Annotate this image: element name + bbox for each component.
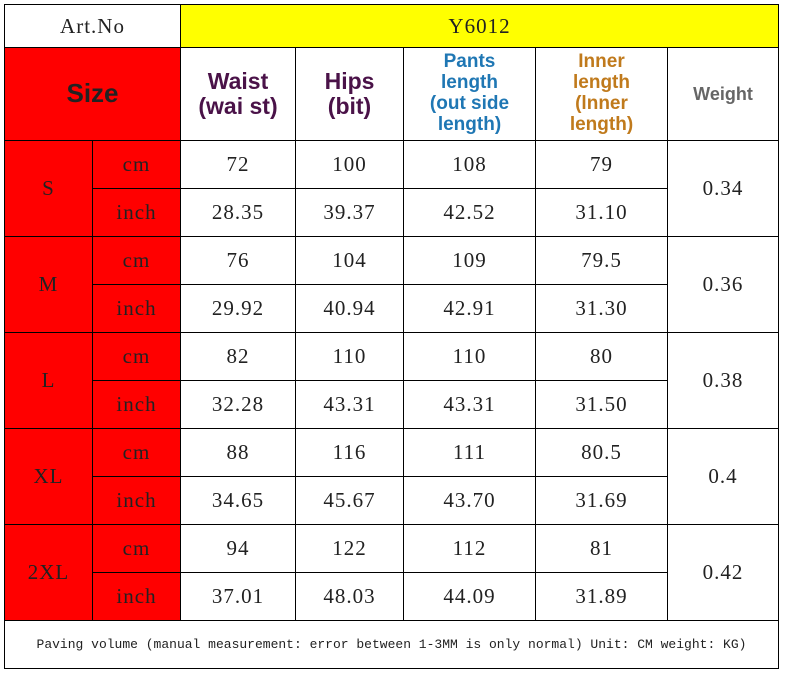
header-line: length) [569, 113, 634, 135]
value: 110 [403, 332, 536, 381]
value: 42.52 [403, 188, 536, 237]
value: 31.89 [535, 572, 668, 621]
value: 94 [180, 524, 296, 573]
header-line: (lnner [575, 93, 628, 114]
weight: 0.38 [667, 332, 779, 429]
size-label: 2XL [4, 524, 93, 621]
value: 72 [180, 140, 296, 189]
art-no: Y6012 [180, 4, 779, 48]
value: 31.10 [535, 188, 668, 237]
value: 109 [403, 236, 536, 285]
header-line: (out side [429, 93, 510, 114]
weight: 0.42 [667, 524, 779, 621]
value: 40.94 [295, 284, 404, 333]
column-header: Hips (bit) [295, 47, 404, 141]
value: 122 [295, 524, 404, 573]
unit: inch [92, 572, 181, 621]
header-line: Inner [578, 51, 625, 73]
value: 108 [403, 140, 536, 189]
art-no-label: Art.No [4, 4, 181, 48]
header-line: (bit) [327, 93, 372, 119]
value: 39.37 [295, 188, 404, 237]
column-header: Inner length (lnner length) [535, 47, 668, 141]
value: 112 [403, 524, 536, 573]
value: 88 [180, 428, 296, 477]
size-label: XL [4, 428, 93, 525]
value: 45.67 [295, 476, 404, 525]
value: 31.30 [535, 284, 668, 333]
value: 37.01 [180, 572, 296, 621]
value: 28.35 [180, 188, 296, 237]
weight-header: Weight [667, 47, 779, 141]
value: 42.91 [403, 284, 536, 333]
value: 43.70 [403, 476, 536, 525]
weight: 0.36 [667, 236, 779, 333]
header-line: Waist [207, 67, 269, 94]
value: 82 [180, 332, 296, 381]
value: 29.92 [180, 284, 296, 333]
header-line: Hips [324, 67, 375, 94]
unit: inch [92, 188, 181, 237]
value: 80.5 [535, 428, 668, 477]
footer-note: Paving volume (manual measurement: error… [4, 620, 779, 669]
header-line: length [441, 72, 498, 94]
unit: inch [92, 476, 181, 525]
value: 43.31 [403, 380, 536, 429]
value: 80 [535, 332, 668, 381]
value: 79.5 [535, 236, 668, 285]
unit: inch [92, 380, 181, 429]
column-header: Waist (wai st) [180, 47, 296, 141]
value: 81 [535, 524, 668, 573]
unit: cm [92, 428, 181, 477]
value: 100 [295, 140, 404, 189]
value: 116 [295, 428, 404, 477]
size-header: Size [4, 47, 181, 141]
value: 76 [180, 236, 296, 285]
unit: cm [92, 236, 181, 285]
weight: 0.34 [667, 140, 779, 237]
value: 104 [295, 236, 404, 285]
value: 31.69 [535, 476, 668, 525]
value: 44.09 [403, 572, 536, 621]
value: 110 [295, 332, 404, 381]
value: 32.28 [180, 380, 296, 429]
unit: inch [92, 284, 181, 333]
value: 79 [535, 140, 668, 189]
size-label: M [4, 236, 93, 333]
size-label: L [4, 332, 93, 429]
unit: cm [92, 140, 181, 189]
header-line: length) [437, 113, 502, 135]
unit: cm [92, 332, 181, 381]
column-header: Pants length (out side length) [403, 47, 536, 141]
value: 111 [403, 428, 536, 477]
header-line: Pants [443, 51, 496, 73]
value: 31.50 [535, 380, 668, 429]
weight: 0.4 [667, 428, 779, 525]
value: 43.31 [295, 380, 404, 429]
unit: cm [92, 524, 181, 573]
header-line: length [573, 72, 630, 94]
value: 48.03 [295, 572, 404, 621]
header-line: (wai st) [198, 93, 278, 119]
size-label: S [4, 140, 93, 237]
value: 34.65 [180, 476, 296, 525]
